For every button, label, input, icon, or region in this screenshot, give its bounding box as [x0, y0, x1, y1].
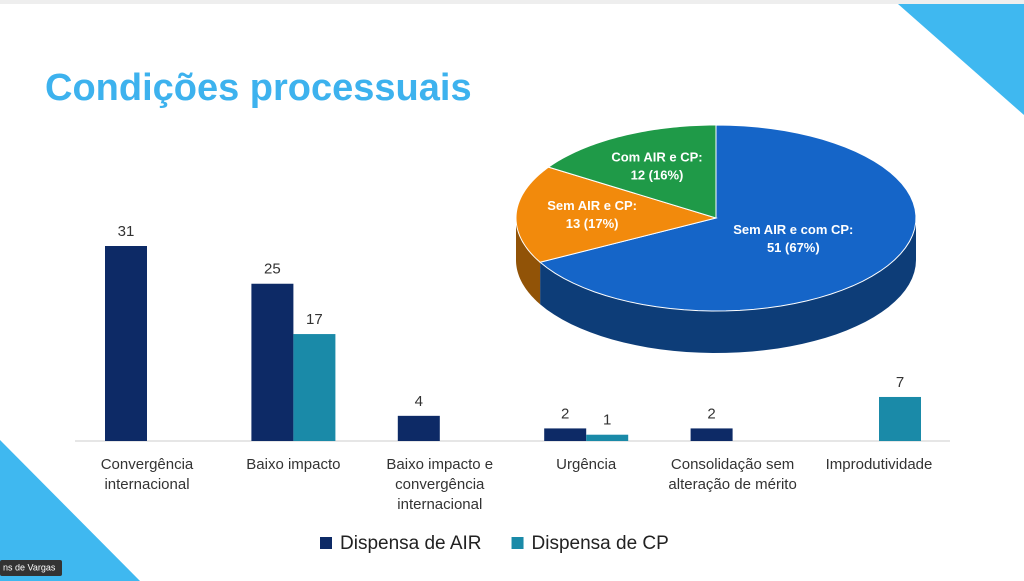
- slide-title: Condições processuais: [45, 67, 472, 109]
- pie-slice: [547, 124, 717, 219]
- data-label: 31: [118, 223, 135, 240]
- participant-name: ns de Vargas: [3, 562, 56, 572]
- data-label: 17: [306, 311, 323, 328]
- slice-value: 51 (67%): [767, 240, 820, 255]
- participant-tag: [0, 560, 62, 576]
- data-label: 25: [264, 261, 281, 278]
- top-strip: [0, 0, 1024, 4]
- slice-value: 12 (16%): [631, 168, 684, 183]
- x-tick-label: Baixo impacto e convergência internacion…: [386, 456, 494, 513]
- corner-decoration: [0, 440, 140, 581]
- data-label: 2: [561, 405, 569, 422]
- data-label: 4: [415, 393, 423, 410]
- x-tick-label: Baixo impacto: [246, 456, 341, 473]
- data-label: 2: [707, 405, 715, 422]
- data-label: 7: [896, 374, 904, 391]
- x-tick-label: Improdutividade: [825, 456, 933, 473]
- bar: [105, 246, 147, 441]
- slice-label: Com AIR e CP:: [611, 150, 702, 165]
- slice-value: 13 (17%): [566, 216, 619, 231]
- bar: [251, 283, 294, 441]
- legend-label: Dispensa de AIR: [340, 533, 482, 554]
- corner-decoration: [898, 4, 1024, 115]
- pie-slice: [538, 124, 917, 312]
- legend-swatch: [511, 537, 524, 549]
- slice-label: Sem AIR e com CP:: [733, 222, 853, 237]
- pie-slice: [515, 166, 718, 263]
- pie-side: [516, 218, 541, 305]
- slice-label: Sem AIR e CP:: [547, 198, 637, 213]
- legend-label: Dispensa de CP: [532, 533, 669, 554]
- bar: [879, 396, 921, 441]
- pie-side: [540, 218, 916, 353]
- bar: [544, 428, 587, 441]
- x-tick-label: Consolidação sem alteração de mérito: [668, 456, 797, 493]
- bar: [293, 334, 336, 441]
- bar: [397, 415, 440, 441]
- x-tick-label: Convergência internacional: [100, 456, 194, 493]
- x-tick-label: Urgência: [556, 456, 617, 473]
- bar: [586, 434, 629, 441]
- bar: [690, 428, 733, 441]
- data-label: 1: [603, 412, 611, 429]
- legend-swatch: [320, 537, 332, 549]
